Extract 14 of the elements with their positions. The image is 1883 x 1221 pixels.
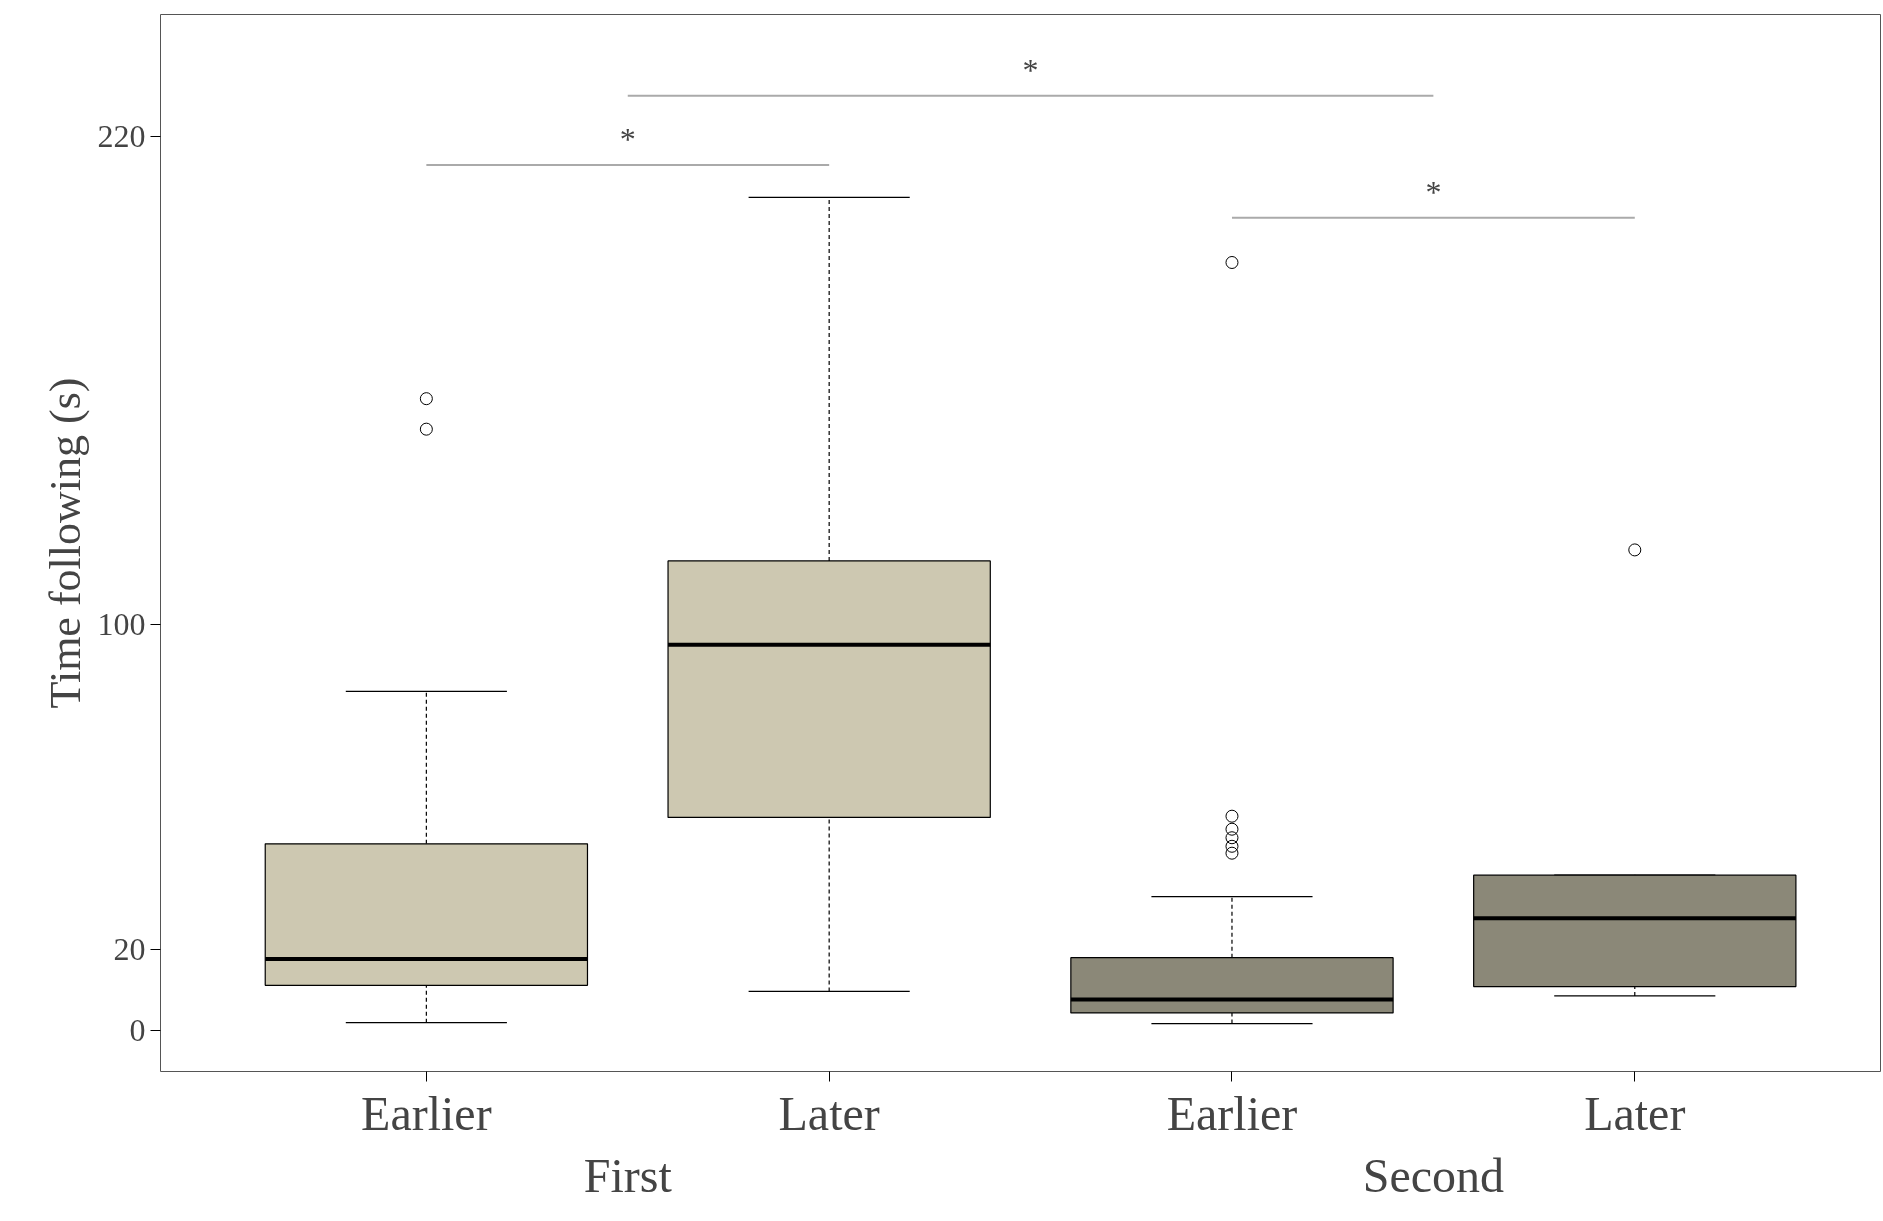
annotation: * [1022,51,1039,88]
y-tick-label: 0 [129,1012,146,1049]
text: Second [1362,1148,1505,1202]
x-tick-label: Later [778,1086,880,1140]
y-tick-label: 20 [113,931,146,968]
text: First [583,1148,673,1202]
y-axis-title: Time following (s) [40,377,90,709]
annotation: * [1425,173,1442,210]
annotation: * [619,120,636,157]
x-tick-label: Earlier [1166,1086,1298,1140]
y-tick-label: 220 [97,117,146,154]
y-tick-label: 100 [97,605,146,642]
x-tick-label: Earlier [361,1086,492,1140]
x-tick-label: Later [1584,1086,1686,1140]
